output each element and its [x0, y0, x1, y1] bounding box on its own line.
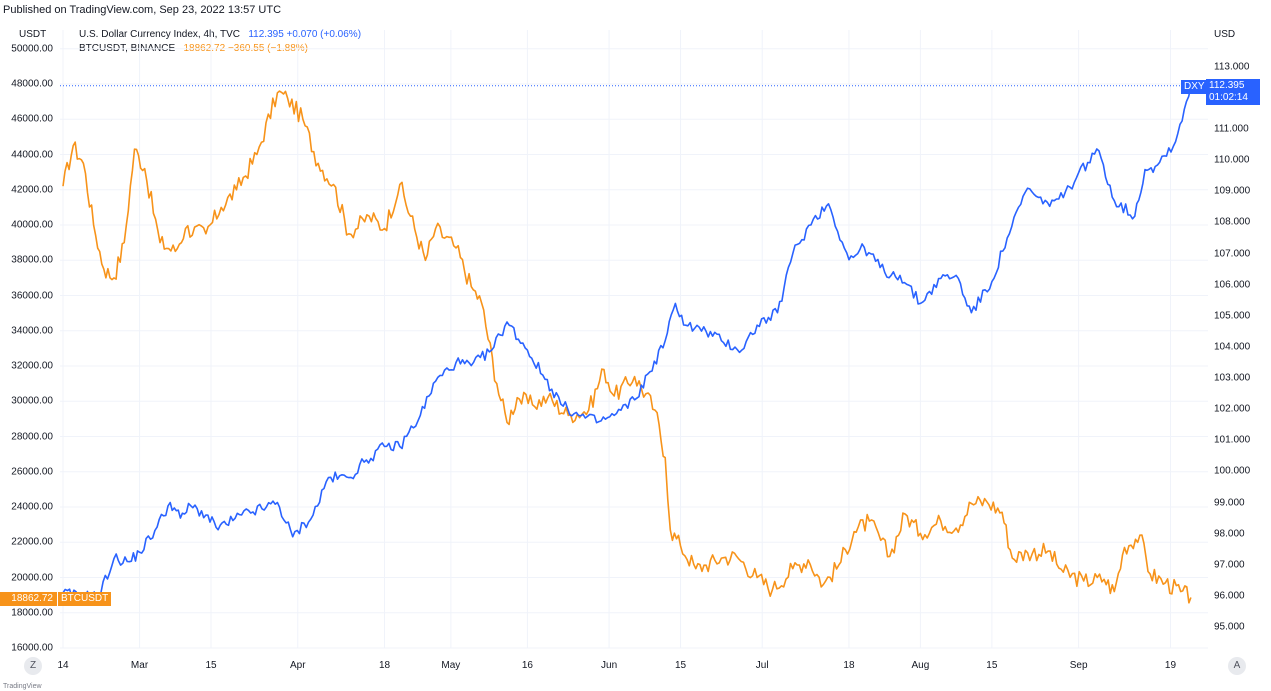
right-tick-label: 96.000 [1214, 590, 1245, 602]
left-tick-label: 46000.00 [11, 113, 53, 125]
legend-dxy[interactable]: U.S. Dollar Currency Index, 4h, TVC 112.… [79, 29, 361, 40]
btc-price-badge: 18862.72 [0, 592, 57, 606]
legend-dxy-name: U.S. Dollar Currency Index, 4h, TVC [79, 29, 240, 40]
left-tick-label: 42000.00 [11, 184, 53, 196]
left-tick-label: 36000.00 [11, 290, 53, 301]
legend-dxy-value: 112.395 +0.070 (+0.06%) [248, 29, 362, 40]
time-tick-label: Apr [289, 660, 306, 671]
time-tick-label: 15 [986, 660, 998, 671]
right-tick-label: 103.000 [1214, 372, 1251, 384]
time-tick-label: 18 [843, 660, 855, 671]
right-tick-label: 104.000 [1214, 341, 1251, 353]
time-tick-label: 16 [521, 660, 533, 671]
left-tick-label: 48000.00 [11, 78, 53, 90]
left-tick-label: 18000.00 [11, 607, 53, 619]
right-tick-label: 111.000 [1214, 123, 1249, 135]
dxy-countdown: 01:02:14 [1209, 92, 1248, 103]
right-tick-label: 110.000 [1214, 154, 1250, 166]
right-tick-label: 105.000 [1214, 310, 1251, 322]
left-tick-label: 50000.00 [11, 43, 53, 55]
left-tick-label: 40000.00 [11, 219, 53, 231]
right-tick-label: 109.000 [1214, 185, 1251, 197]
right-tick-label: 98.000 [1214, 528, 1245, 540]
left-tick-label: 30000.00 [11, 395, 53, 407]
left-tick-label: 34000.00 [11, 325, 53, 337]
time-tick-label: Sep [1069, 660, 1088, 671]
left-tick-label: 32000.00 [11, 360, 53, 372]
time-tick-label: May [441, 660, 461, 671]
log-scale-button[interactable]: A [1228, 657, 1246, 675]
time-tick-label: Jun [601, 660, 618, 671]
btc-name-badge: BTCUSDT [58, 592, 112, 606]
dxy-series-line [62, 85, 1192, 602]
time-tick-label: 15 [674, 660, 687, 671]
time-tick-label: Aug [911, 660, 930, 671]
right-tick-label: 99.000 [1214, 497, 1245, 509]
right-tick-label: 106.000 [1214, 279, 1251, 291]
dxy-name-badge: DXY [1181, 80, 1208, 94]
time-tick-label: 18 [378, 660, 391, 671]
left-tick-label: 24000.00 [11, 501, 53, 513]
left-tick-label: 28000.00 [11, 431, 53, 442]
right-axis-unit: USD [1214, 29, 1236, 40]
dxy-price-value: 112.395 [1209, 80, 1245, 91]
chart-grid [60, 30, 1208, 649]
dxy-price-badge: 112.395 01:02:14 [1206, 79, 1260, 105]
btc-series-line [62, 90, 1192, 604]
left-tick-label: 20000.00 [11, 572, 53, 583]
chart-lines [62, 85, 1192, 604]
right-tick-label: 97.000 [1214, 559, 1245, 571]
left-tick-label: 44000.00 [11, 149, 53, 160]
right-tick-label: 95.000 [1214, 621, 1245, 633]
right-tick-label: 102.000 [1214, 403, 1251, 415]
right-tick-label: 113.000 [1214, 61, 1250, 73]
left-tick-label: 16000.00 [11, 642, 53, 654]
time-tick-label: 14 [57, 660, 69, 671]
published-label: Published on TradingView.com, Sep 23, 20… [3, 4, 282, 16]
right-tick-label: 100.000 [1214, 465, 1251, 477]
tradingview-logo: TradingView [3, 683, 42, 690]
right-tick-label: 101.000 [1214, 434, 1251, 446]
right-tick-label: 107.000 [1214, 248, 1251, 260]
time-tick-label: 15 [205, 660, 217, 671]
time-tick-label: 19 [1164, 660, 1177, 671]
time-tick-label: Mar [130, 660, 149, 671]
auto-scale-button[interactable]: Z [24, 657, 42, 675]
right-tick-label: 108.000 [1214, 216, 1251, 228]
left-tick-label: 38000.00 [11, 254, 53, 266]
left-tick-label: 22000.00 [11, 536, 53, 548]
time-tick-label: Jul [755, 660, 769, 671]
left-tick-label: 26000.00 [11, 466, 53, 478]
left-axis-unit: USDT [19, 29, 47, 40]
